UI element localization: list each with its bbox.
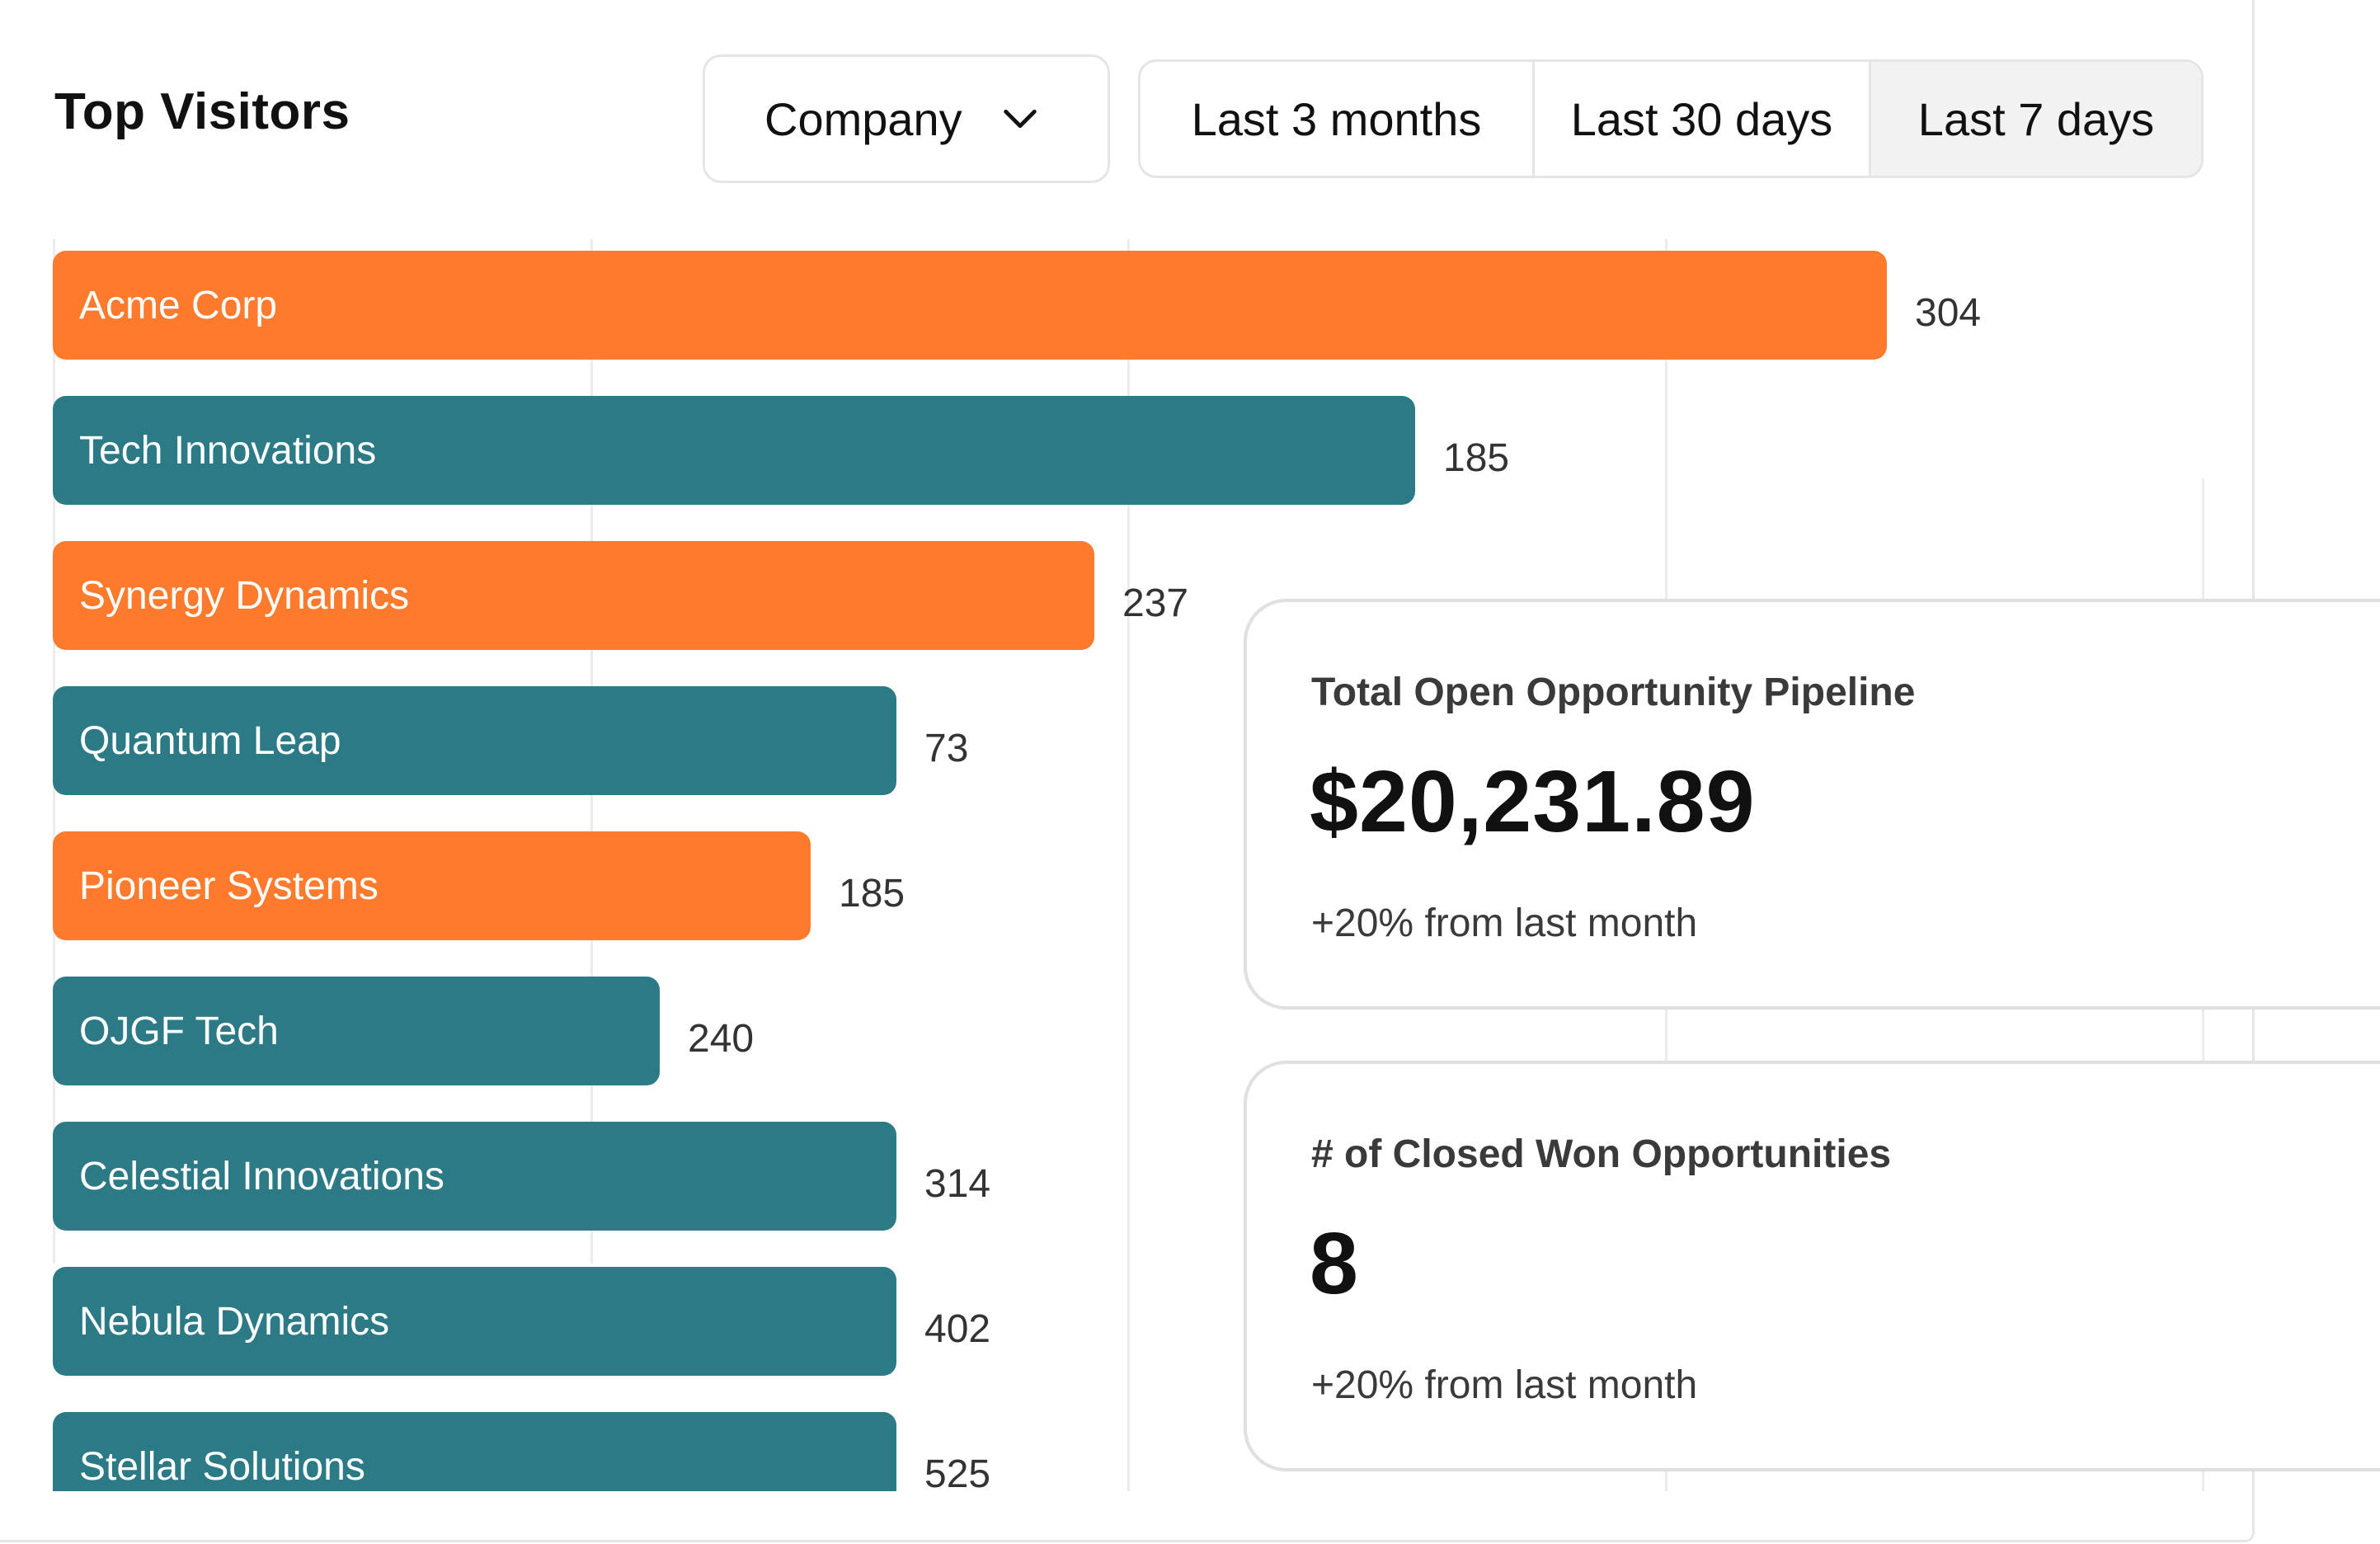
- bar-nebula-dynamics[interactable]: Nebula Dynamics: [53, 1267, 896, 1376]
- bar-synergy-dynamics[interactable]: Synergy Dynamics: [53, 541, 1094, 650]
- group-by-dropdown[interactable]: Company: [703, 54, 1110, 183]
- bar-value: 240: [688, 1017, 755, 1061]
- pipeline-card: Total Open Opportunity Pipeline $20,231.…: [1244, 599, 2380, 1010]
- range-last-30-days[interactable]: Last 30 days: [1535, 62, 1871, 176]
- bar-stellar-solutions[interactable]: Stellar Solutions: [53, 1412, 896, 1491]
- bar-label: Pioneer Systems: [79, 864, 379, 908]
- pipeline-label: Total Open Opportunity Pipeline: [1311, 671, 1916, 714]
- panel-title: Top Visitors: [54, 83, 350, 140]
- bar-quantum-leap[interactable]: Quantum Leap: [53, 686, 896, 795]
- bar-value: 185: [1443, 436, 1510, 480]
- closed-won-label: # of Closed Won Opportunities: [1311, 1132, 1892, 1176]
- range-last-7-days[interactable]: Last 7 days: [1871, 62, 2201, 176]
- bar-label: Stellar Solutions: [79, 1444, 365, 1489]
- bar-value: 314: [924, 1162, 991, 1206]
- bar-value: 185: [839, 872, 905, 916]
- bar-tech-innovations[interactable]: Tech Innovations: [53, 396, 1415, 505]
- bar-ojgf-tech[interactable]: OJGF Tech: [53, 977, 660, 1085]
- bar-value: 304: [1915, 291, 1982, 335]
- bar-value: 237: [1122, 581, 1189, 625]
- bar-label: Nebula Dynamics: [79, 1299, 390, 1344]
- visitors-bar-chart: Acme Corp 304 Tech Innovations 185 Synergy D…: [0, 239, 2252, 1491]
- bar-celestial-innovations[interactable]: Celestial Innovations: [53, 1122, 896, 1231]
- bar-label: Quantum Leap: [79, 718, 341, 763]
- closed-won-change: +20% from last month: [1311, 1363, 1698, 1407]
- group-by-label: Company: [764, 92, 962, 145]
- closed-won-value: 8: [1310, 1215, 1359, 1312]
- bar-label: Acme Corp: [79, 283, 278, 327]
- closed-won-card: # of Closed Won Opportunities 8 +20% fro…: [1244, 1061, 2380, 1471]
- bar-value: 525: [924, 1452, 991, 1491]
- range-last-3-months[interactable]: Last 3 months: [1141, 62, 1535, 176]
- bar-label: Synergy Dynamics: [79, 573, 410, 618]
- bar-pioneer-systems[interactable]: Pioneer Systems: [53, 831, 811, 940]
- pipeline-change: +20% from last month: [1311, 901, 1698, 945]
- pipeline-value: $20,231.89: [1310, 753, 1756, 850]
- date-range-toggle: Last 3 months Last 30 days Last 7 days: [1138, 59, 2204, 178]
- bar-label: OJGF Tech: [79, 1009, 279, 1053]
- bar-label: Celestial Innovations: [79, 1154, 444, 1198]
- bar-acme-corp[interactable]: Acme Corp: [53, 251, 1887, 360]
- bar-value: 402: [924, 1307, 991, 1351]
- chevron-down-icon: [1003, 109, 1037, 129]
- gridline: [1127, 239, 1130, 1491]
- bar-label: Tech Innovations: [79, 428, 377, 473]
- bar-value: 73: [924, 727, 969, 770]
